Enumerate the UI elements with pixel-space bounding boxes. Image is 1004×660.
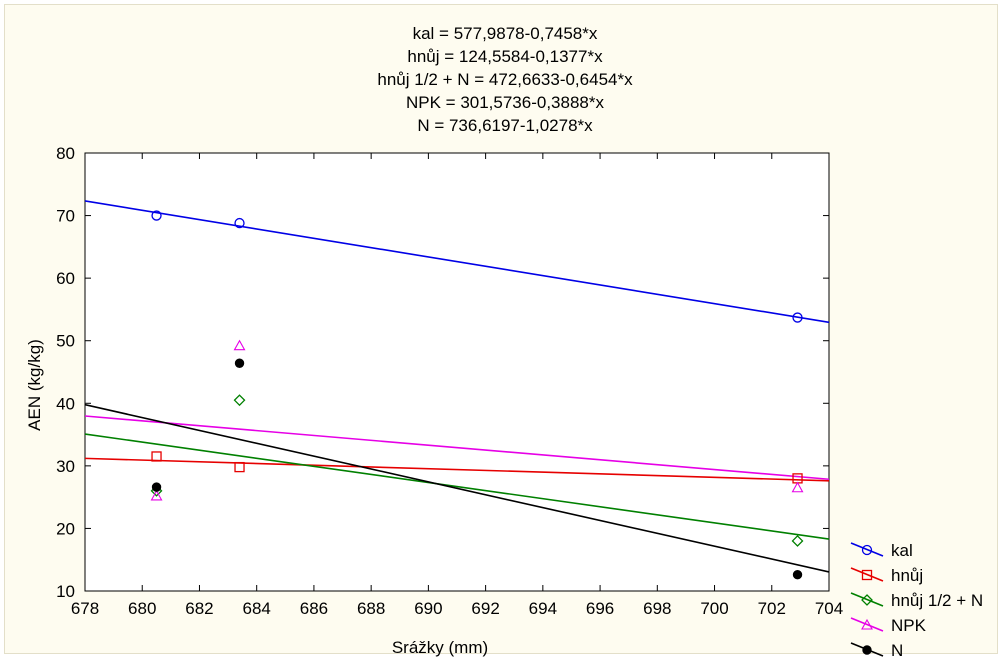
legend-label-hn-j: hnůj: [891, 566, 923, 585]
data-point-npk: [791, 481, 804, 493]
legend-line-hn-j-1-2-n: [850, 592, 884, 607]
x-tick-label: 704: [815, 599, 843, 618]
x-tick-label: 688: [357, 599, 385, 618]
data-point-npk: [150, 489, 163, 501]
data-point-hn-j-1-2-n: [233, 394, 246, 407]
x-tick-label: 692: [471, 599, 499, 618]
plot-area: [84, 152, 830, 592]
data-point-npk: [233, 339, 246, 351]
data-point-n: [792, 570, 803, 580]
fit-lines: [85, 200, 829, 573]
legend-marker-n: [862, 645, 872, 655]
fit-line-n: [85, 403, 829, 573]
x-tick-label: 690: [414, 599, 442, 618]
legend-label-kal: kal: [891, 541, 913, 560]
x-tick-label: 678: [71, 599, 99, 618]
legend-marker-hn-j-1-2-n: [861, 594, 873, 606]
x-axis-label: Srážky (mm): [392, 638, 488, 657]
y-tick-label: 70: [56, 207, 75, 226]
y-tick-label: 30: [56, 457, 75, 476]
y-tick-label: 10: [56, 582, 75, 601]
y-tick-label: 40: [56, 394, 75, 413]
legend: kal hnůj hnůj 1/2 + N NPK N: [850, 541, 983, 660]
x-tick-label: 694: [529, 599, 557, 618]
equation-text: NPK = 301,5736-0,3888*x: [406, 93, 605, 112]
legend-line-npk: [850, 617, 884, 632]
title-equations: kal = 577,9878-0,7458*x hnůj = 124,5584-0…: [377, 24, 633, 135]
x-tick-label: 698: [643, 599, 671, 618]
legend-marker-hn-j: [861, 569, 873, 581]
legend-label-hn-j-1-2-n: hnůj 1/2 + N: [891, 591, 983, 610]
x-tick-label: 684: [243, 599, 271, 618]
fit-line-hn-j: [85, 457, 829, 482]
data-point-n: [234, 358, 245, 368]
equation-text: kal = 577,9878-0,7458*x: [413, 24, 598, 43]
legend-marker-kal: [861, 544, 873, 556]
y-axis-label: AEN (kg/kg): [25, 339, 44, 431]
legend-marker-npk: [861, 618, 873, 630]
x-tick-label: 696: [586, 599, 614, 618]
y-tick-label: 80: [56, 144, 75, 163]
y-tick-label: 20: [56, 519, 75, 538]
data-point-hn-j: [151, 451, 162, 462]
data-point-hn-j: [234, 461, 245, 473]
data-point-hn-j-1-2-n: [791, 535, 804, 547]
x-tick-label: 682: [185, 599, 213, 618]
legend-line-kal: [850, 542, 884, 557]
fit-line-npk: [85, 415, 829, 481]
equation-text: hnůj = 124,5584-0,1377*x: [407, 47, 603, 66]
x-tick-label: 686: [300, 599, 328, 618]
legend-label-n: N: [891, 641, 903, 660]
x-tick-label: 700: [700, 599, 728, 618]
data-point-kal: [151, 210, 162, 221]
fit-line-kal: [85, 200, 829, 324]
axes: 678 680 682 684 686 688 690 692 694 696 698 700 702 7…: [56, 144, 843, 618]
y-tick-label: 60: [56, 269, 75, 288]
legend-line-hn-j: [850, 567, 884, 582]
x-tick-label: 702: [758, 599, 786, 618]
data-point-kal: [792, 312, 803, 323]
fit-line-hn-j-1-2-n: [85, 433, 829, 540]
data-point-n: [151, 482, 162, 492]
legend-label-npk: NPK: [891, 616, 927, 635]
y-tick-label: 50: [56, 332, 75, 351]
equation-text: hnůj 1/2 + N = 472,6633-0,6454*x: [377, 70, 633, 89]
data-points: [150, 210, 804, 580]
equation-text: N = 736,6197-1,0278*x: [417, 116, 593, 135]
data-point-kal: [234, 217, 245, 229]
x-tick-label: 680: [128, 599, 156, 618]
